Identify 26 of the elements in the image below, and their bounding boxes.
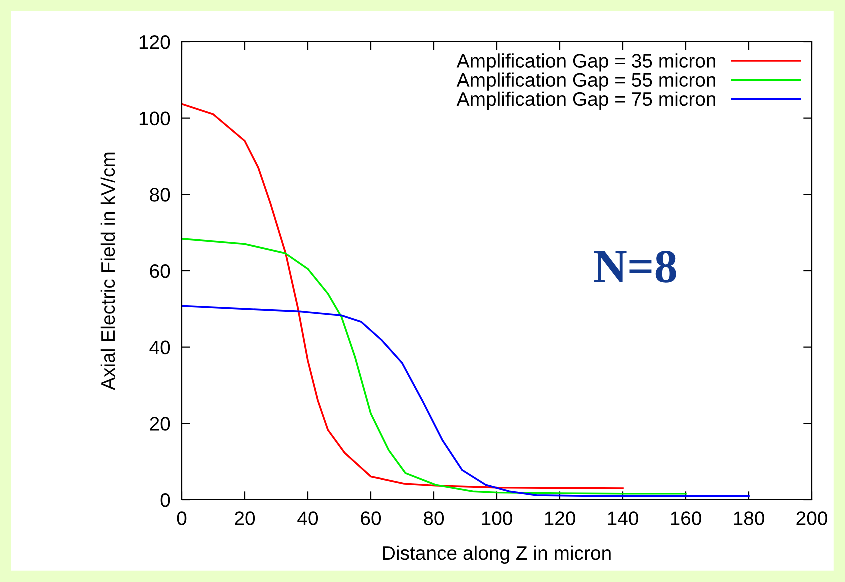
y-tick-label: 0 bbox=[160, 493, 170, 508]
x-tick-label: 0 bbox=[177, 512, 187, 526]
x-axis-title: Distance along Z in micron bbox=[384, 546, 611, 564]
x-tick-label: 200 bbox=[796, 512, 828, 526]
line-series bbox=[182, 238, 687, 495]
line-series bbox=[182, 305, 750, 498]
legend-label: Amplification Gap = 75 micron bbox=[456, 92, 716, 110]
y-tick-label: 60 bbox=[150, 264, 170, 278]
x-tick-label: 180 bbox=[734, 512, 764, 526]
y-tick-label: 100 bbox=[140, 112, 170, 126]
legend-label: Amplification Gap = 55 micron bbox=[456, 72, 716, 91]
y-tick-label: 20 bbox=[150, 417, 170, 431]
x-tick-label: 100 bbox=[482, 512, 512, 526]
x-tick-label: 40 bbox=[298, 512, 318, 526]
x-tick-label: 120 bbox=[545, 512, 576, 526]
legend-label: Amplification Gap = 35 micron bbox=[456, 54, 716, 72]
x-tick-label: 160 bbox=[671, 512, 702, 526]
x-tick-label: 80 bbox=[424, 512, 444, 526]
y-tick-label: 80 bbox=[150, 188, 170, 202]
annotation: N=8 bbox=[594, 250, 676, 283]
x-tick-label: 20 bbox=[235, 512, 256, 526]
y-axis-title: Axial Electric Field in kV/cm bbox=[100, 152, 116, 390]
y-tick-label: 40 bbox=[150, 340, 170, 355]
y-tick-label: 120 bbox=[140, 35, 170, 50]
x-tick-label: 60 bbox=[361, 512, 382, 526]
x-tick-label: 140 bbox=[608, 512, 638, 526]
